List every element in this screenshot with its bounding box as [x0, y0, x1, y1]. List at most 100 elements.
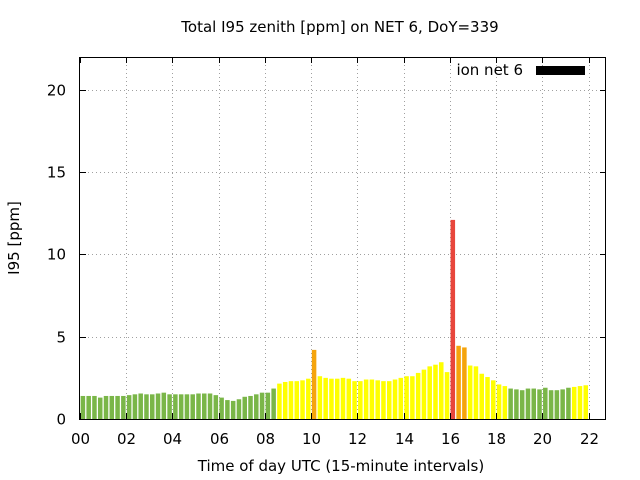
bar — [150, 394, 155, 419]
bar — [184, 394, 190, 419]
bar — [92, 395, 97, 419]
bar — [97, 397, 103, 419]
bar — [132, 394, 138, 419]
bar — [282, 381, 288, 419]
bar — [317, 376, 323, 419]
bar — [173, 394, 178, 419]
bar — [167, 394, 172, 419]
legend-swatch — [536, 66, 585, 75]
bar — [155, 393, 161, 419]
bar — [196, 393, 201, 419]
bar — [386, 381, 392, 419]
bar — [288, 381, 294, 419]
bar — [202, 393, 207, 419]
x-tick-label: 16 — [441, 430, 460, 448]
y-tick-label: 15 — [47, 164, 66, 182]
x-axis-label: Time of day UTC (15-minute intervals) — [197, 457, 484, 475]
bar — [265, 392, 271, 419]
bar — [242, 396, 247, 419]
bar — [190, 394, 195, 419]
bar — [126, 395, 132, 419]
grid-lines — [80, 57, 606, 419]
x-tick-label: 18 — [487, 430, 506, 448]
bar — [306, 378, 311, 419]
chart-title: Total I95 zenith [ppm] on NET 6, DoY=339 — [180, 18, 498, 36]
bar — [543, 387, 548, 419]
bar — [519, 390, 525, 419]
bar — [323, 377, 328, 419]
bar — [410, 376, 415, 419]
bar — [456, 345, 461, 419]
bar — [369, 379, 375, 419]
x-tick-label: 04 — [163, 430, 182, 448]
bar — [479, 373, 484, 419]
bar — [525, 388, 531, 419]
bar — [334, 378, 340, 419]
x-tick-label: 12 — [348, 430, 367, 448]
x-tick-label: 00 — [71, 430, 90, 448]
y-tick-label: 20 — [47, 82, 66, 100]
x-tick-label: 06 — [210, 430, 229, 448]
bar — [571, 386, 577, 419]
bar — [352, 381, 357, 419]
legend: ion net 6 — [456, 61, 585, 79]
plot-frame — [79, 57, 606, 420]
x-tick-label: 22 — [580, 430, 599, 448]
bar — [329, 378, 334, 419]
y-tick-label: 5 — [56, 329, 66, 347]
bar — [340, 377, 346, 419]
bar — [363, 379, 369, 419]
x-tick-label: 08 — [256, 430, 275, 448]
bar — [439, 362, 444, 419]
y-tick-label: 0 — [56, 411, 66, 429]
bar — [462, 347, 467, 419]
bar — [230, 400, 236, 419]
x-tick-label: 10 — [302, 430, 321, 448]
bar — [491, 380, 496, 419]
bar — [138, 393, 143, 419]
bar — [254, 394, 259, 419]
bar — [496, 384, 502, 419]
bar — [207, 393, 213, 419]
bar — [115, 395, 120, 419]
bar — [450, 219, 456, 419]
bar — [236, 399, 242, 419]
bar — [311, 349, 317, 419]
bar — [415, 372, 421, 419]
y-tick-label: 10 — [47, 246, 66, 264]
bar — [300, 380, 305, 419]
bar — [213, 395, 219, 419]
bar — [161, 392, 167, 419]
y-axis-label: I95 [ppm] — [5, 201, 23, 275]
bar — [259, 392, 265, 419]
bar — [248, 395, 253, 419]
bar — [560, 389, 565, 419]
axis-ticks: 0 5 10 15 20 00 02 04 06 08 10 12 14 16 18 20 22 — [47, 57, 606, 448]
bar — [109, 395, 115, 419]
bar — [144, 394, 149, 419]
bar — [473, 366, 479, 419]
x-tick-label: 02 — [117, 430, 136, 448]
bar — [502, 386, 508, 419]
bar — [577, 386, 583, 419]
bar — [554, 390, 560, 419]
bar — [427, 366, 432, 419]
bars — [80, 219, 589, 419]
bar — [219, 397, 224, 419]
x-tick-label: 20 — [533, 430, 552, 448]
bar — [444, 372, 450, 419]
bar — [467, 365, 473, 419]
bar — [398, 377, 404, 419]
bar — [508, 388, 513, 419]
legend-label: ion net 6 — [456, 61, 523, 79]
bar — [375, 380, 380, 419]
bar — [86, 395, 91, 419]
bar — [548, 390, 554, 419]
bar — [404, 376, 409, 419]
bar — [433, 364, 438, 419]
bar — [421, 369, 427, 419]
bar — [225, 400, 230, 419]
bar — [381, 381, 386, 419]
bar — [537, 389, 542, 419]
